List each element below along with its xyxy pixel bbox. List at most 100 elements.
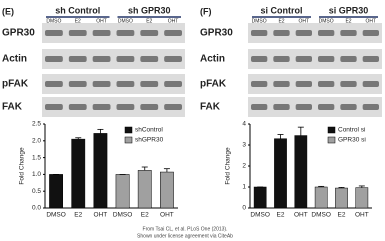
x-tick-label: DMSO bbox=[250, 212, 270, 219]
blot-band bbox=[140, 56, 159, 62]
blot-row-label: GPR30 bbox=[2, 28, 35, 39]
x-tick-label: DMSO bbox=[46, 212, 66, 219]
blot-strip bbox=[248, 97, 382, 117]
lane-label: OHT bbox=[96, 18, 107, 24]
blot-band bbox=[140, 81, 159, 87]
lane-label: E2 bbox=[278, 18, 284, 24]
blot-band bbox=[140, 104, 159, 110]
y-tick-label: 0 bbox=[242, 205, 246, 212]
bar bbox=[93, 133, 108, 209]
blot-band bbox=[340, 81, 357, 87]
blot-strip bbox=[42, 97, 185, 117]
y-tick-label: 2 bbox=[242, 163, 246, 170]
blot-band bbox=[92, 104, 111, 110]
bar bbox=[49, 174, 63, 209]
blot-band bbox=[251, 104, 268, 110]
blot-band bbox=[92, 81, 111, 87]
blot-row-label: FAK bbox=[200, 102, 221, 113]
blot-band bbox=[362, 81, 379, 87]
blot-band bbox=[295, 81, 312, 87]
blot-band bbox=[164, 104, 182, 110]
legend-swatch bbox=[327, 136, 336, 144]
blot-band bbox=[273, 104, 290, 110]
panel-label: (F) bbox=[200, 6, 212, 16]
blot-band bbox=[340, 104, 357, 110]
x-tick-label: E2 bbox=[141, 212, 149, 219]
legend-label: Control si bbox=[338, 127, 365, 134]
group-header: sh GPR30 bbox=[128, 5, 171, 15]
blot-band bbox=[116, 81, 135, 87]
blot-band bbox=[45, 104, 63, 110]
lane-label: E2 bbox=[345, 18, 351, 24]
x-tick-label: OHT bbox=[94, 212, 108, 219]
bar bbox=[335, 187, 348, 209]
blot-band bbox=[340, 30, 357, 36]
blot-band bbox=[164, 30, 182, 36]
blot-band bbox=[140, 30, 159, 36]
y-tick-label: 0.5 bbox=[32, 188, 41, 195]
bar bbox=[71, 138, 86, 209]
blot-band bbox=[251, 56, 268, 62]
x-tick-label: OHT bbox=[294, 212, 308, 219]
y-axis-label: Fold Change bbox=[225, 147, 232, 185]
blot-band bbox=[362, 30, 379, 36]
panel-label: (E) bbox=[2, 6, 14, 16]
blot-band bbox=[251, 81, 268, 87]
blot-strip bbox=[248, 49, 382, 69]
blot-band bbox=[45, 30, 63, 36]
lane-label: OHT bbox=[299, 18, 310, 24]
y-tick-label: 0.0 bbox=[32, 205, 41, 212]
blot-band bbox=[340, 56, 357, 62]
x-tick-label: OHT bbox=[160, 212, 174, 219]
lane-label: DMSO bbox=[118, 18, 133, 24]
x-tick-label: OHT bbox=[355, 212, 369, 219]
x-tick-label: DMSO bbox=[113, 212, 133, 219]
y-tick-label: 1 bbox=[242, 184, 246, 191]
blot-band bbox=[45, 56, 63, 62]
blot-band bbox=[318, 81, 335, 87]
legend-label: GPR30 si bbox=[338, 137, 366, 144]
blot-band bbox=[273, 56, 290, 62]
group-header: si GPR30 bbox=[329, 5, 369, 15]
blot-row-label: Actin bbox=[200, 54, 225, 65]
y-tick-label: 1.5 bbox=[32, 154, 41, 161]
blot-strip bbox=[248, 74, 382, 94]
blot-row-label: GPR30 bbox=[200, 28, 233, 39]
blot-row-label: Actin bbox=[2, 54, 27, 65]
y-tick-label: 3 bbox=[242, 142, 246, 149]
bar bbox=[274, 138, 287, 209]
bar bbox=[115, 174, 130, 209]
blot-band bbox=[92, 56, 111, 62]
y-tick-label: 1.0 bbox=[32, 171, 41, 178]
blot-band bbox=[362, 104, 379, 110]
x-tick-label: E2 bbox=[277, 212, 285, 219]
lane-label: OHT bbox=[168, 18, 179, 24]
lane-label: E2 bbox=[146, 18, 152, 24]
blot-band bbox=[251, 30, 268, 36]
blot-band bbox=[92, 30, 111, 36]
bar bbox=[355, 187, 369, 209]
bar bbox=[160, 171, 174, 209]
x-tick-label: DMSO bbox=[311, 212, 331, 219]
blot-band bbox=[295, 104, 312, 110]
lane-label: OHT bbox=[366, 18, 377, 24]
bar bbox=[137, 170, 152, 209]
y-tick-label: 2.0 bbox=[32, 138, 41, 145]
lane-label: DMSO bbox=[46, 18, 61, 24]
blot-band bbox=[116, 56, 135, 62]
blot-band bbox=[164, 56, 182, 62]
blot-strip bbox=[42, 74, 185, 94]
blot-strip bbox=[42, 23, 185, 43]
blot-band bbox=[318, 30, 335, 36]
group-header: sh Control bbox=[55, 5, 100, 15]
blot-band bbox=[164, 81, 182, 87]
legend-swatch bbox=[124, 126, 133, 134]
credit: From Tsai CL, et al. PLoS One (2013). bbox=[143, 226, 228, 232]
blot-row-label: pFAK bbox=[2, 79, 29, 90]
blot-band bbox=[318, 56, 335, 62]
bar bbox=[294, 135, 308, 209]
bar bbox=[253, 186, 267, 209]
blot-band bbox=[68, 30, 87, 36]
legend-swatch bbox=[327, 126, 336, 134]
